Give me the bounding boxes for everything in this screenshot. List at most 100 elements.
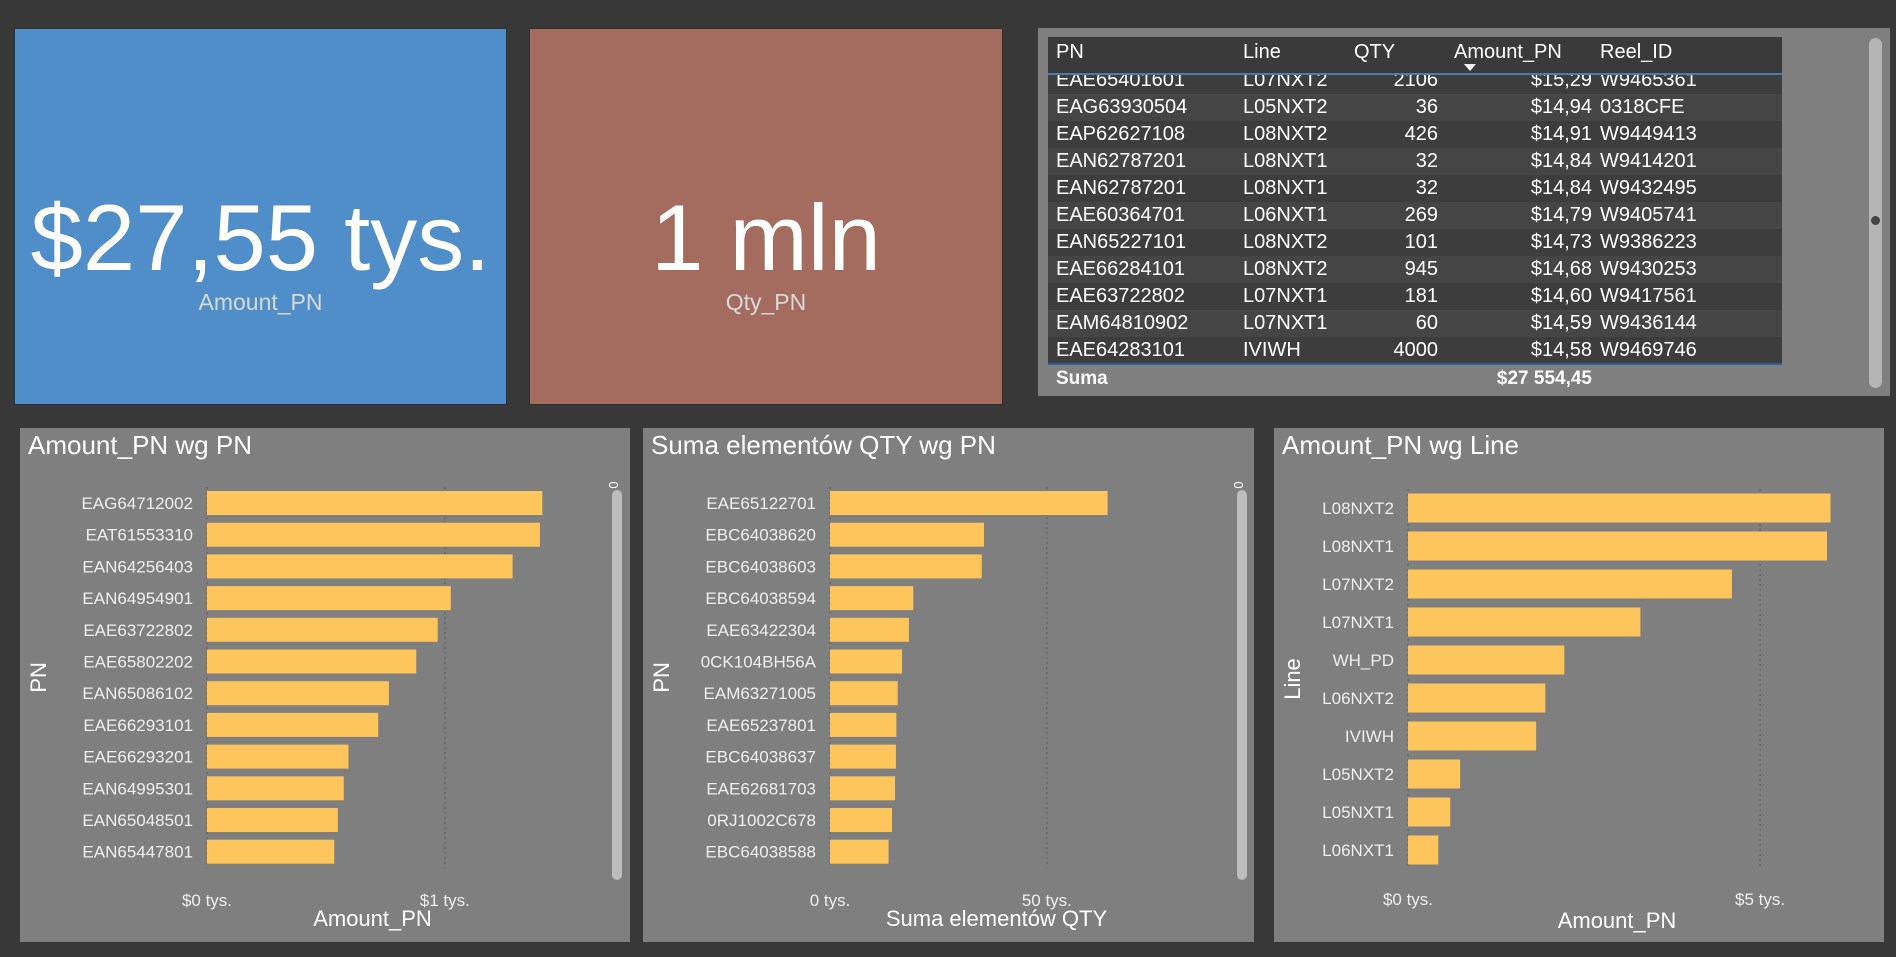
bar[interactable] (830, 586, 914, 611)
bar[interactable] (830, 681, 898, 706)
bar[interactable] (207, 649, 417, 674)
bar[interactable] (830, 776, 896, 801)
x-axis-title: Amount_PN (313, 906, 432, 931)
table-header-row: PN Line QTY Amount_PN Reel_ID (1048, 37, 1782, 75)
y-tick-label: EAN64256403 (82, 557, 193, 576)
bar[interactable] (207, 712, 379, 737)
y-tick-label: EAE63422304 (706, 621, 816, 640)
bar[interactable] (207, 839, 335, 864)
x-tick-label: 0 tys. (810, 891, 851, 910)
column-header-qty[interactable]: QTY (1354, 41, 1396, 63)
column-header-reel-id[interactable]: Reel_ID (1600, 41, 1673, 63)
chart-scrollbar[interactable] (1237, 490, 1247, 880)
cell-line: L05NXT2 (1243, 96, 1328, 118)
table-row[interactable]: EAN65227101 L08NXT2 101 $14,73 W9386223 (1048, 229, 1782, 256)
bar[interactable] (207, 554, 513, 579)
cell-pn: EAN62787201 (1056, 177, 1187, 199)
cell-line: L08NXT2 (1243, 231, 1328, 253)
bar[interactable] (830, 649, 902, 674)
cell-amount: $14,59 (1530, 312, 1592, 334)
cell-pn: EAN65227101 (1056, 231, 1187, 253)
bar[interactable] (207, 744, 349, 769)
bar[interactable] (207, 617, 438, 642)
bar[interactable] (1408, 607, 1641, 637)
column-header-amount[interactable]: Amount_PN (1454, 41, 1562, 63)
bar[interactable] (830, 554, 982, 579)
table-panel[interactable]: PN Line QTY Amount_PN Reel_ID EAE6540160… (1038, 28, 1890, 396)
bar[interactable] (1408, 835, 1439, 865)
cell-reel-id: 0318CFE (1600, 96, 1685, 118)
y-tick-label: EAE62681703 (706, 779, 816, 798)
qty-card-value: 1 mln (651, 185, 881, 290)
table-row[interactable]: EAE66284101 L08NXT2 945 $14,68 W9430253 (1048, 256, 1782, 283)
bar[interactable] (1408, 759, 1461, 789)
bar[interactable] (207, 586, 451, 611)
amount-card[interactable]: $27,55 tys. Amount_PN (14, 28, 507, 405)
y-tick-label: L08NXT2 (1322, 499, 1394, 518)
y-tick-label: EAN65447801 (82, 843, 193, 862)
qty-by-pn-chart-panel[interactable]: Suma elementów QTY wg PN 0 tys. 50 tys. EA… (643, 428, 1254, 942)
bar[interactable] (1408, 531, 1827, 561)
bar[interactable] (207, 776, 344, 801)
bar[interactable] (830, 491, 1108, 515)
cell-line: L08NXT2 (1243, 258, 1328, 280)
cell-amount: $14,91 (1530, 123, 1592, 145)
cell-amount: $14,94 (1530, 96, 1592, 118)
table-row[interactable]: EAN62787201 L08NXT1 32 $14,84 W9414201 (1048, 148, 1782, 175)
x-tick-label: $0 tys. (182, 891, 232, 910)
amount-by-pn-chart: $0 tys. $1 tys. EAG64712002 EAT61553310 EAN6… (26, 481, 621, 931)
chart-scrollbar[interactable] (612, 490, 622, 880)
table-row[interactable]: EAE64283101 IVIWH 4000 $14,58 W9469746 (1048, 337, 1782, 363)
cell-reel-id: W9469746 (1600, 339, 1697, 361)
bar[interactable] (1408, 683, 1546, 713)
bar[interactable] (830, 712, 897, 737)
cell-reel-id: W9430253 (1600, 258, 1697, 280)
qty-card-label: Qty_PN (725, 289, 807, 315)
cell-qty: 426 (1404, 123, 1438, 145)
bar[interactable] (830, 522, 984, 547)
bar[interactable] (207, 808, 338, 832)
cell-reel-id: W9414201 (1600, 150, 1697, 172)
bar[interactable] (207, 522, 540, 547)
y-tick-label: EBC64038594 (705, 589, 816, 608)
x-tick-label: $0 tys. (1383, 890, 1433, 909)
bar[interactable] (830, 744, 896, 769)
table-row[interactable]: EAP62627108 L08NXT2 426 $14,91 W9449413 (1048, 121, 1782, 148)
bar[interactable] (207, 681, 389, 706)
data-table[interactable]: PN Line QTY Amount_PN Reel_ID EAE6540160… (1048, 37, 1782, 363)
bar[interactable] (1408, 721, 1537, 751)
cell-reel-id: W9417561 (1600, 285, 1697, 307)
table-scrollbar[interactable] (1869, 38, 1882, 388)
sort-descending-icon[interactable] (1464, 64, 1476, 71)
column-header-line[interactable]: Line (1243, 41, 1281, 63)
y-tick-label: WH_PD (1333, 651, 1394, 670)
bar[interactable] (830, 808, 893, 832)
table-row[interactable]: EAM64810902 L07NXT1 60 $14,59 W9436144 (1048, 310, 1782, 337)
y-tick-label: EBC64038603 (705, 557, 816, 576)
bar[interactable] (1408, 493, 1831, 523)
column-header-pn[interactable]: PN (1056, 41, 1084, 63)
bar[interactable] (1408, 797, 1451, 827)
qty-card[interactable]: 1 mln Qty_PN (529, 28, 1003, 405)
bar[interactable] (1408, 569, 1732, 599)
y-tick-label: L06NXT2 (1322, 689, 1394, 708)
cell-pn: EAE66284101 (1056, 258, 1186, 280)
amount-by-line-chart-panel[interactable]: Amount_PN wg Line $0 tys. $5 tys. L08NXT2 L… (1274, 428, 1884, 942)
y-tick-label: EAE66293101 (83, 716, 193, 735)
cell-qty: 181 (1404, 285, 1438, 307)
table-row[interactable]: EAE63722802 L07NXT1 181 $14,60 W9417561 (1048, 283, 1782, 310)
bar[interactable] (830, 617, 909, 642)
scrollbar-thumb[interactable] (1871, 216, 1880, 225)
y-tick-label: EAE65802202 (83, 653, 193, 672)
bar[interactable] (207, 491, 543, 515)
y-tick-label: EAT61553310 (86, 526, 193, 545)
bar[interactable] (830, 839, 889, 864)
bar[interactable] (1408, 645, 1565, 675)
table-row[interactable]: EAG63930504 L05NXT2 36 $14,94 0318CFE (1048, 94, 1782, 121)
cell-reel-id: W9432495 (1600, 177, 1697, 199)
table-row[interactable]: EAE60364701 L06NXT1 269 $14,79 W9405741 (1048, 202, 1782, 229)
amount-by-pn-chart-panel[interactable]: Amount_PN wg PN $0 tys. $1 tys. EAG6471200… (20, 428, 630, 942)
y-tick-label: L06NXT1 (1322, 841, 1394, 860)
table-row[interactable]: EAN62787201 L08NXT1 32 $14,84 W9432495 (1048, 175, 1782, 202)
cell-reel-id: W9436144 (1600, 312, 1697, 334)
